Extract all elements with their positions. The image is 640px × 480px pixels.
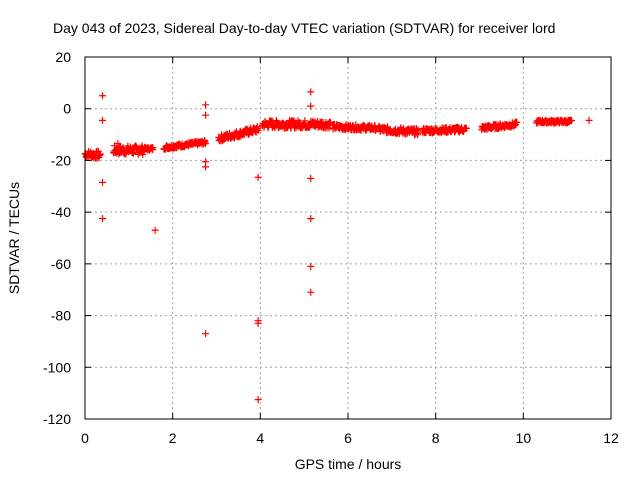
y-tick-label: -120 (43, 411, 71, 427)
data-point (202, 140, 210, 148)
data-point (513, 118, 521, 126)
y-axis-label: SDTVAR / TECUs (6, 182, 22, 294)
x-tick-label: 4 (256, 430, 264, 446)
data-point (568, 117, 576, 125)
y-tick-label: -60 (51, 256, 71, 272)
axis-ticks (84, 56, 612, 420)
grid-lines (85, 57, 611, 419)
tick-labels: 0 2 4 6 8 10 12 -120 -100 -80 -60 -40 -20 0 20 (43, 49, 619, 446)
x-tick-label: 2 (169, 430, 177, 446)
data-point (301, 117, 309, 125)
x-tick-label: 6 (344, 430, 352, 446)
x-tick-label: 0 (81, 430, 89, 446)
data-points (81, 88, 593, 404)
y-tick-label: -20 (51, 152, 71, 168)
outlier-point (307, 288, 315, 296)
outlier-point (254, 319, 262, 327)
data-point (254, 126, 262, 134)
outlier-point (307, 175, 315, 183)
data-point (325, 124, 333, 132)
outlier-point (151, 226, 159, 234)
data-point (462, 124, 470, 132)
outlier-point (307, 262, 315, 270)
outlier-point (99, 116, 107, 124)
y-tick-label: -40 (51, 204, 71, 220)
outlier-point (254, 173, 262, 181)
outlier-point (307, 215, 315, 223)
outlier-point (202, 101, 210, 109)
y-tick-label: 0 (63, 101, 71, 117)
x-tick-label: 10 (516, 430, 532, 446)
x-tick-label: 8 (432, 430, 440, 446)
outlier-point (254, 396, 262, 404)
y-tick-label: -80 (51, 308, 71, 324)
outlier-point (202, 111, 210, 119)
x-axis-label: GPS time / hours (295, 456, 402, 472)
chart-title: Day 043 of 2023, Sidereal Day-to-day VTE… (53, 20, 555, 36)
outlier-point (99, 215, 107, 223)
x-tick-label: 12 (603, 430, 619, 446)
outlier-point (99, 92, 107, 100)
outlier-point (202, 330, 210, 338)
outlier-point (585, 116, 593, 124)
outlier-point (99, 178, 107, 186)
data-point (149, 144, 157, 152)
outlier-point (114, 140, 122, 148)
outlier-point (202, 163, 210, 171)
y-tick-label: -100 (43, 359, 71, 375)
y-tick-label: 20 (55, 49, 71, 65)
outlier-point (307, 88, 315, 96)
data-point (96, 150, 104, 158)
outlier-point (307, 102, 315, 110)
